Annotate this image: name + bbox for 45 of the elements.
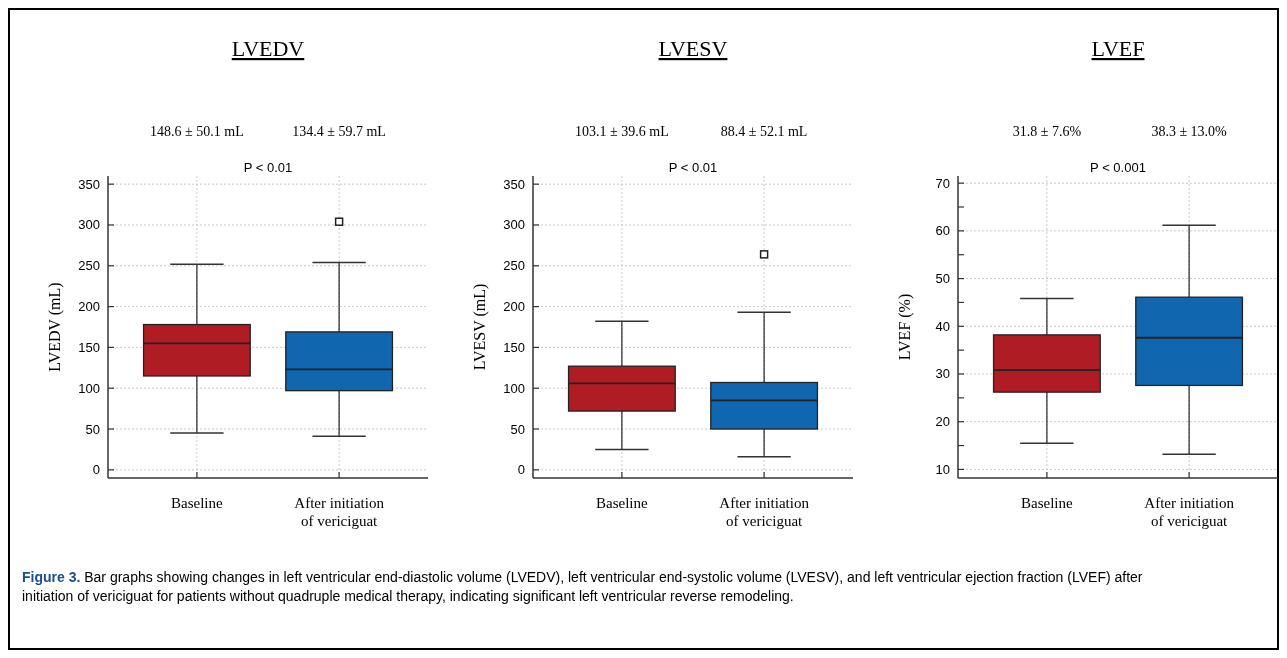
y-tick-label: 300 [78, 217, 100, 233]
text: P < 0.001 [1090, 160, 1146, 175]
chart-title: LVEF [1091, 36, 1145, 61]
y-tick-label: 200 [503, 299, 525, 315]
y-tick-label: 100 [78, 380, 100, 396]
y-tick-label: 50 [510, 421, 525, 437]
chart-title: LVEDV [231, 36, 305, 61]
text: 88.4 ± 52.1 mL [720, 124, 808, 139]
x-tick-label: Baseline [171, 495, 224, 511]
y-tick-label: 200 [78, 299, 100, 315]
y-tick-label: 40 [935, 318, 950, 334]
x-tick-label: Baseline [596, 495, 649, 511]
y-tick-label: 60 [935, 223, 950, 239]
y-axis-title: LVESV (mL) [471, 283, 489, 371]
y-tick-label: 0 [92, 462, 100, 478]
x-tick-label: After initiation of vericiguat [1144, 495, 1235, 529]
x-tick-label: After initiation of vericiguat [294, 495, 385, 529]
text: 103.1 ± 39.6 mL [575, 124, 669, 139]
y-tick-label: 150 [503, 339, 525, 355]
y-tick-label: 30 [935, 366, 950, 382]
y-tick-label: 0 [517, 462, 525, 478]
y-tick-label: 350 [503, 176, 525, 192]
x-tick-label: Baseline [1021, 495, 1074, 511]
y-tick-label: 50 [85, 421, 100, 437]
y-tick-label: 150 [78, 339, 100, 355]
text: 148.6 ± 50.1 mL [150, 124, 244, 139]
y-tick-label: 50 [935, 271, 950, 287]
text: P < 0.01 [243, 160, 293, 175]
text: 31.8 ± 7.6% [1012, 124, 1082, 139]
y-tick-label: 300 [503, 217, 525, 233]
y-tick-label: 10 [935, 461, 950, 477]
y-tick-label: 250 [503, 258, 525, 274]
y-axis-title: LVEDV (mL) [46, 282, 64, 372]
y-axis-title: LVEF (%) [896, 293, 914, 361]
text: 134.4 ± 59.7 mL [292, 124, 386, 139]
y-tick-label: 70 [935, 175, 950, 191]
text: 38.3 ± 13.0% [1151, 124, 1228, 139]
y-tick-label: 100 [503, 380, 525, 396]
caption: Figure 3. Bar graphs showing changes in left ventricular end-diastolic volume (LVEDV), left ventricular end-systolic volume (LVESV), and left ventricular ejection fraction (LVEF) after initiation of vericiguat for patients without quadruple medical therapy, indicating significant left ventricular reverse remodeling. [22, 569, 1143, 604]
y-tick-label: 350 [78, 176, 100, 192]
y-tick-label: 20 [935, 414, 950, 430]
chart-title: LVESV [658, 36, 728, 61]
text: P < 0.01 [668, 160, 718, 175]
y-tick-label: 250 [78, 258, 100, 274]
x-tick-label: After initiation of vericiguat [719, 495, 810, 529]
